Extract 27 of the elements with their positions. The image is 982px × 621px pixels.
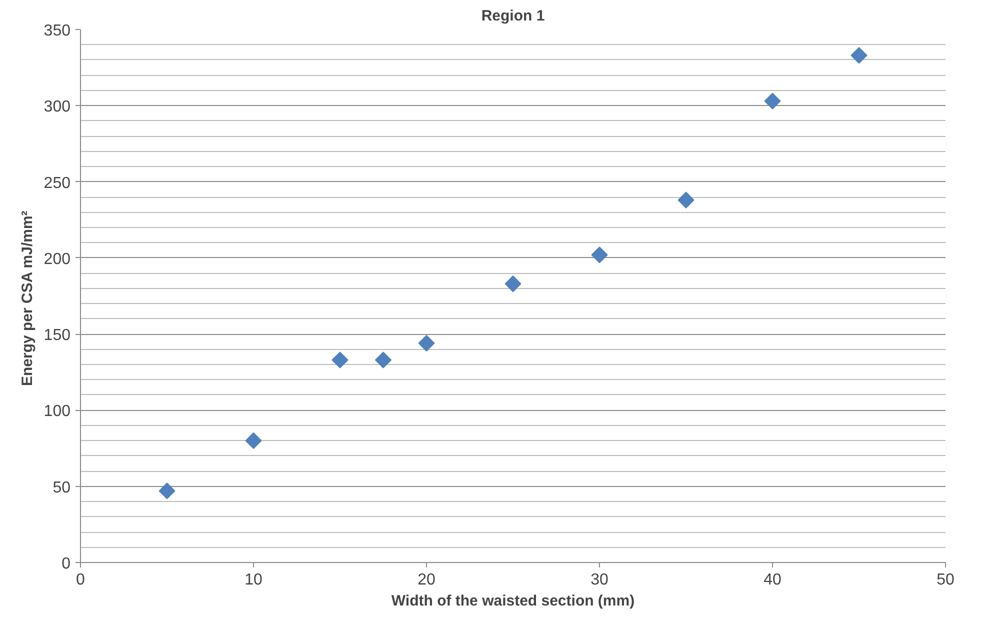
point [332, 352, 348, 368]
x-tick-label: 30 [590, 572, 608, 588]
x-tick-label: 40 [764, 572, 782, 588]
y-tick-label: 0 [62, 556, 71, 572]
x-tick-label: 20 [418, 572, 436, 588]
point [504, 276, 522, 292]
point [374, 352, 392, 368]
x-axis-title: Width of the waisted section (mm) [391, 592, 635, 610]
point [850, 47, 868, 64]
point [245, 432, 262, 449]
y-tick-label: 100 [44, 403, 71, 420]
point [591, 246, 608, 264]
point [418, 334, 435, 352]
y-tick-label: 50 [52, 479, 71, 496]
point [158, 482, 176, 500]
y-tick-label: 350 [44, 22, 71, 40]
point [678, 192, 694, 208]
x-tick-label: 50 [936, 572, 954, 588]
chart-title: Region 1 [481, 8, 545, 24]
y-tick-label: 150 [44, 327, 71, 344]
x-tick-label: 10 [244, 572, 262, 588]
y-axis-title: Energy per CSA mJ/mm² [18, 210, 36, 386]
y-tick-label: 200 [44, 250, 71, 268]
y-tick-label: 300 [44, 98, 71, 116]
point [764, 92, 781, 110]
x-tick-label: 0 [76, 572, 86, 588]
y-tick-label: 250 [44, 174, 71, 192]
